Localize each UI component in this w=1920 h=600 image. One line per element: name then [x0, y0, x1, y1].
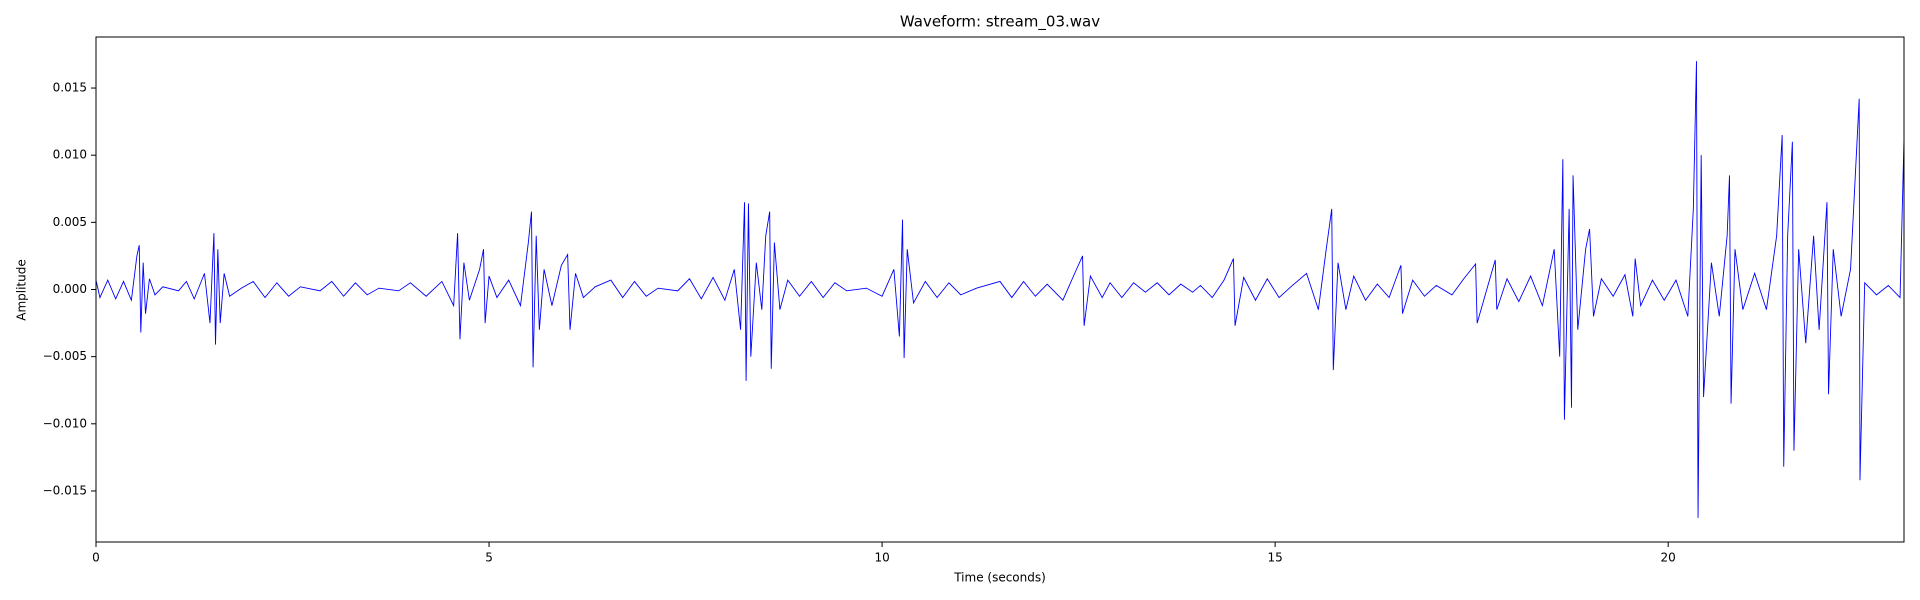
- y-tick-label: −0.010: [43, 416, 87, 430]
- x-tick-label: 15: [1267, 551, 1282, 565]
- y-tick-label: 0.005: [53, 215, 87, 229]
- y-tick-label: 0.000: [53, 282, 87, 296]
- y-tick-label: 0.010: [53, 148, 87, 162]
- x-tick-label: 20: [1661, 551, 1676, 565]
- x-axis-label: Time (seconds): [953, 571, 1046, 585]
- y-tick-label: 0.015: [53, 81, 87, 95]
- y-tick-label: −0.005: [43, 349, 87, 363]
- plot-frame: [95, 36, 1905, 543]
- x-tick-label: 0: [92, 551, 100, 565]
- y-tick-label: −0.015: [43, 483, 87, 497]
- chart-title: Waveform: stream_03.wav: [900, 13, 1100, 32]
- x-tick-label: 10: [874, 551, 889, 565]
- waveform-line: [95, 61, 1905, 518]
- y-axis-label: Amplitude: [15, 259, 29, 321]
- x-tick-label: 5: [485, 551, 493, 565]
